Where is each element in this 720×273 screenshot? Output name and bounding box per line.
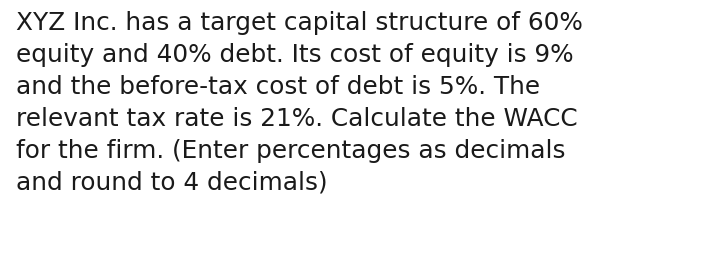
Text: XYZ Inc. has a target capital structure of 60%
equity and 40% debt. Its cost of : XYZ Inc. has a target capital structure … [16, 11, 582, 195]
